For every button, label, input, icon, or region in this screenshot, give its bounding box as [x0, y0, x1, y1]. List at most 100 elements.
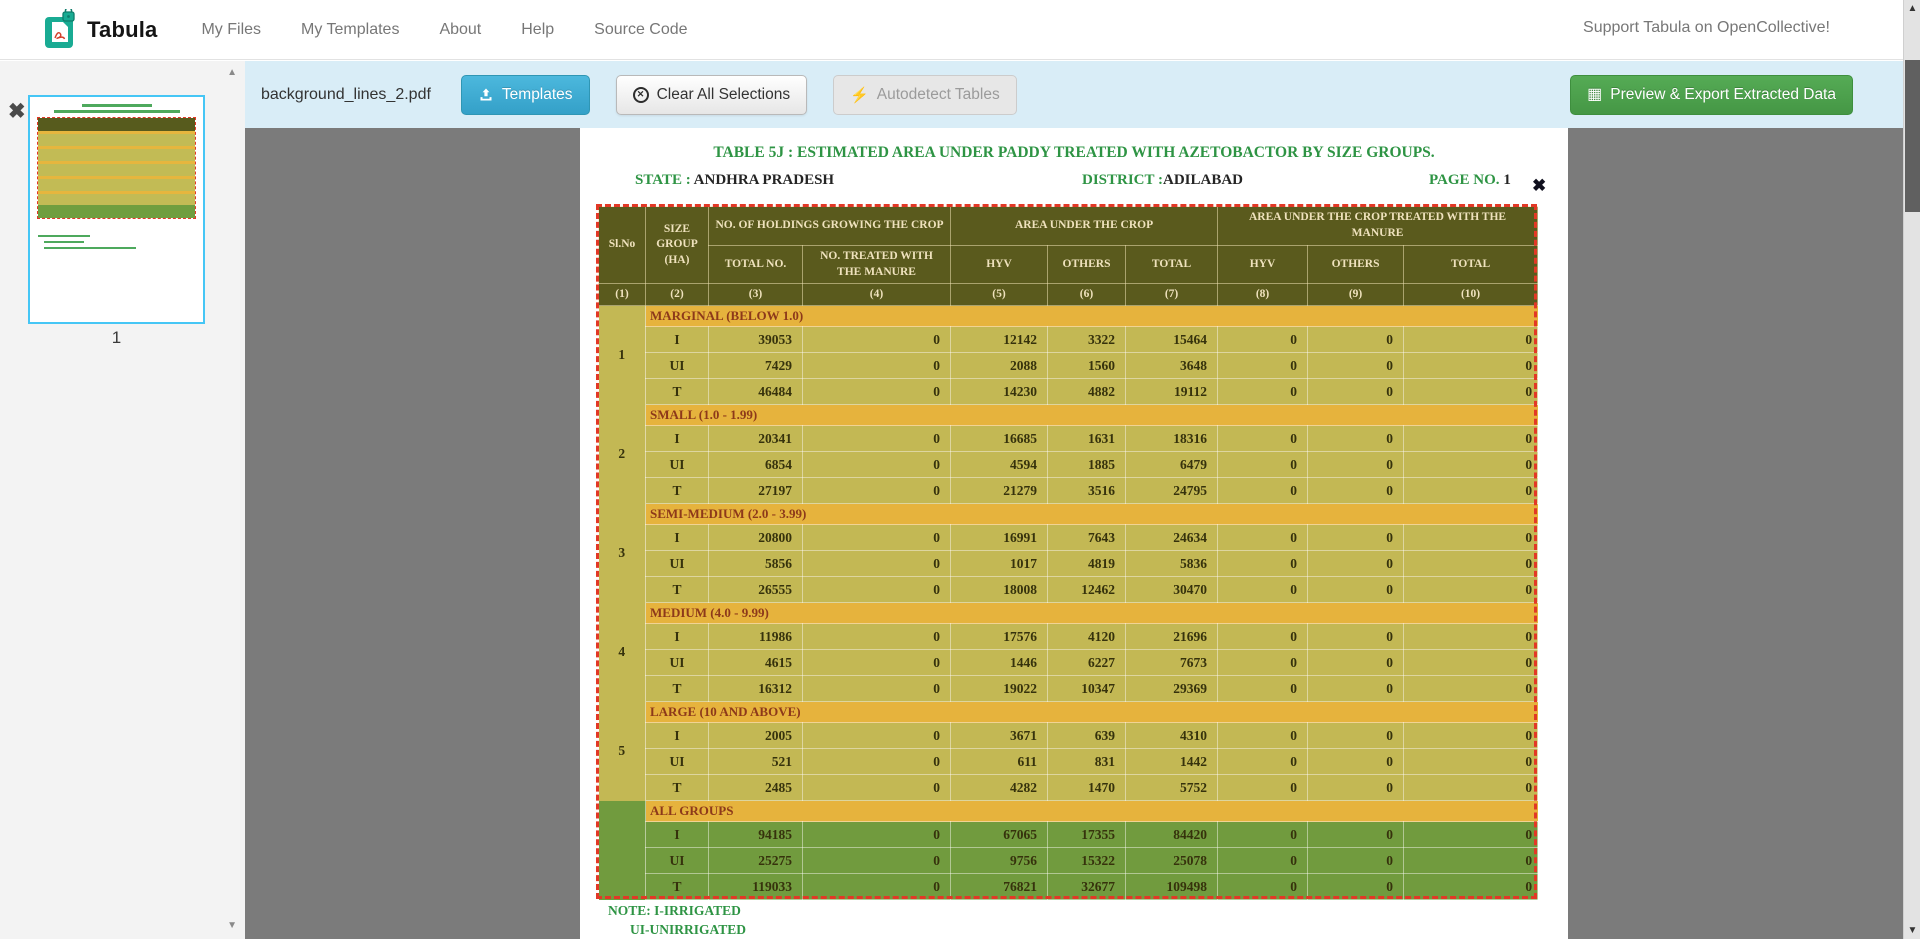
slno-cell: 4 [598, 602, 646, 702]
data-cell: 0 [1403, 774, 1539, 801]
table-row: I 39053 0 12142 3322 15464 0 0 0 [599, 326, 1539, 353]
pdf-page[interactable]: TABLE 5J : ESTIMATED AREA UNDER PADDY TR… [580, 128, 1568, 939]
data-cell: 0 [1307, 774, 1405, 801]
nav-link-source-code[interactable]: Source Code [594, 20, 688, 38]
brand-name[interactable]: Tabula [87, 16, 158, 42]
scrollbar-thumb[interactable] [1905, 60, 1920, 212]
data-cell: 3671 [950, 722, 1049, 749]
table-row: T 119033 0 76821 32677 109498 0 0 0 [599, 873, 1539, 900]
thumb-table [37, 117, 196, 219]
data-cell: 0 [1403, 576, 1539, 603]
data-cell: 0 [1403, 352, 1539, 379]
selection-close-icon[interactable]: ✖ [1532, 176, 1547, 195]
nav-link-about[interactable]: About [439, 20, 482, 38]
table-icon: ▦ [1587, 86, 1603, 103]
scroll-up-icon[interactable]: ▲ [1907, 3, 1918, 14]
data-cell: 10347 [1047, 675, 1127, 702]
thumb-subtitle-line [53, 110, 180, 113]
support-link[interactable]: Support Tabula on OpenCollective! [1583, 19, 1830, 36]
group-band-row: 2 SMALL (1.0 - 1.99) [598, 404, 1538, 504]
table-head: Sl.No SIZE GROUP (HA) NO. OF HOLDINGS GROW… [598, 206, 1539, 306]
data-cell: 27197 [708, 477, 803, 504]
sidebar-scroll-up-icon[interactable]: ▲ [227, 67, 237, 78]
data-cell: 0 [1217, 576, 1309, 603]
col-subheader: OTHERS [1047, 245, 1127, 284]
data-cell: 0 [1307, 451, 1405, 478]
page-thumbnail[interactable] [28, 95, 205, 324]
data-cell: 0 [801, 326, 952, 353]
data-table-region[interactable]: Sl.No SIZE GROUP (HA) NO. OF HOLDINGS GROW… [598, 206, 1539, 900]
row-type-cell: I [645, 821, 709, 848]
row-type-cell: T [645, 675, 709, 702]
page-no-label: PAGE NO. [1429, 172, 1500, 188]
data-cell: 0 [1217, 451, 1309, 478]
table-row: UI 5856 0 1017 4819 5836 0 0 0 [599, 550, 1539, 577]
data-cell: 18008 [950, 576, 1049, 603]
data-cell: 0 [801, 675, 952, 702]
sidebar-scroll-down-icon[interactable]: ▼ [227, 920, 237, 931]
table-row: I 11986 0 17576 4120 21696 0 0 0 [599, 623, 1539, 650]
data-cell: 21696 [1125, 623, 1219, 650]
nav-link-help[interactable]: Help [521, 20, 555, 38]
data-cell: 0 [801, 378, 952, 405]
remove-page-icon[interactable]: ✖ [8, 100, 26, 123]
data-cell: 4120 [1047, 623, 1127, 650]
tabula-logo-icon [45, 9, 75, 48]
templates-icon [480, 88, 492, 100]
data-cell: 0 [1217, 425, 1309, 452]
data-cell: 0 [801, 477, 952, 504]
row-type-cell: UI [645, 451, 709, 478]
brand[interactable]: Tabula [44, 9, 157, 50]
nav-link-my-files[interactable]: My Files [201, 20, 262, 38]
data-cell: 4882 [1047, 378, 1127, 405]
data-cell: 0 [1403, 847, 1539, 874]
row-type-cell: UI [645, 649, 709, 676]
data-cell: 0 [801, 821, 952, 848]
data-cell: 1442 [1125, 748, 1219, 775]
table-row: UI 521 0 611 831 1442 0 0 0 [599, 748, 1539, 775]
nav-link-my-templates[interactable]: My Templates [301, 20, 400, 38]
data-cell: 0 [1403, 675, 1539, 702]
window-scrollbar[interactable]: ▲ ▼ [1903, 0, 1920, 939]
data-cell: 25275 [708, 847, 803, 874]
data-cell: 32677 [1047, 873, 1127, 900]
data-cell: 2005 [708, 722, 803, 749]
data-cell: 0 [801, 649, 952, 676]
preview-export-button[interactable]: ▦ Preview & Export Extracted Data [1570, 75, 1853, 115]
data-cell: 6227 [1047, 649, 1127, 676]
data-cell: 15464 [1125, 326, 1219, 353]
data-cell: 0 [1217, 847, 1309, 874]
row-type-cell: T [645, 576, 709, 603]
thumb-title-line [81, 104, 152, 107]
data-cell: 0 [1403, 821, 1539, 848]
row-type-cell: UI [645, 748, 709, 775]
scroll-down-icon[interactable]: ▼ [1907, 925, 1918, 936]
data-cell: 5836 [1125, 550, 1219, 577]
data-cell: 24634 [1125, 524, 1219, 551]
row-type-cell: I [645, 722, 709, 749]
row-type-cell: I [645, 524, 709, 551]
row-type-cell: T [645, 774, 709, 801]
group-band-row: 3 SEMI-MEDIUM (2.0 - 3.99) [598, 503, 1538, 603]
templates-button[interactable]: Templates [460, 74, 590, 115]
data-cell: 7643 [1047, 524, 1127, 551]
data-cell: 19022 [950, 675, 1049, 702]
data-cell: 0 [801, 576, 952, 603]
data-cell: 0 [1403, 550, 1539, 577]
col-number: (6) [1047, 283, 1127, 306]
data-cell: 4310 [1125, 722, 1219, 749]
data-cell: 12142 [950, 326, 1049, 353]
clear-all-selections-button[interactable]: ✕ Clear All Selections [615, 74, 808, 115]
group-label: ALL GROUPS [645, 800, 1538, 822]
data-cell: 0 [1307, 623, 1405, 650]
autodetect-tables-button: ⚡ Autodetect Tables [833, 74, 1017, 115]
note-line-1: NOTE: I-IRRIGATED [608, 903, 741, 918]
row-type-cell: I [645, 425, 709, 452]
data-cell: 521 [708, 748, 803, 775]
data-cell: 0 [1217, 675, 1309, 702]
group-label: LARGE (10 AND ABOVE) [645, 701, 1538, 723]
page-sidebar: ✖ 1 ▲ ▼ [0, 61, 245, 939]
data-cell: 0 [801, 748, 952, 775]
data-cell: 0 [1403, 378, 1539, 405]
data-cell: 0 [1307, 477, 1405, 504]
